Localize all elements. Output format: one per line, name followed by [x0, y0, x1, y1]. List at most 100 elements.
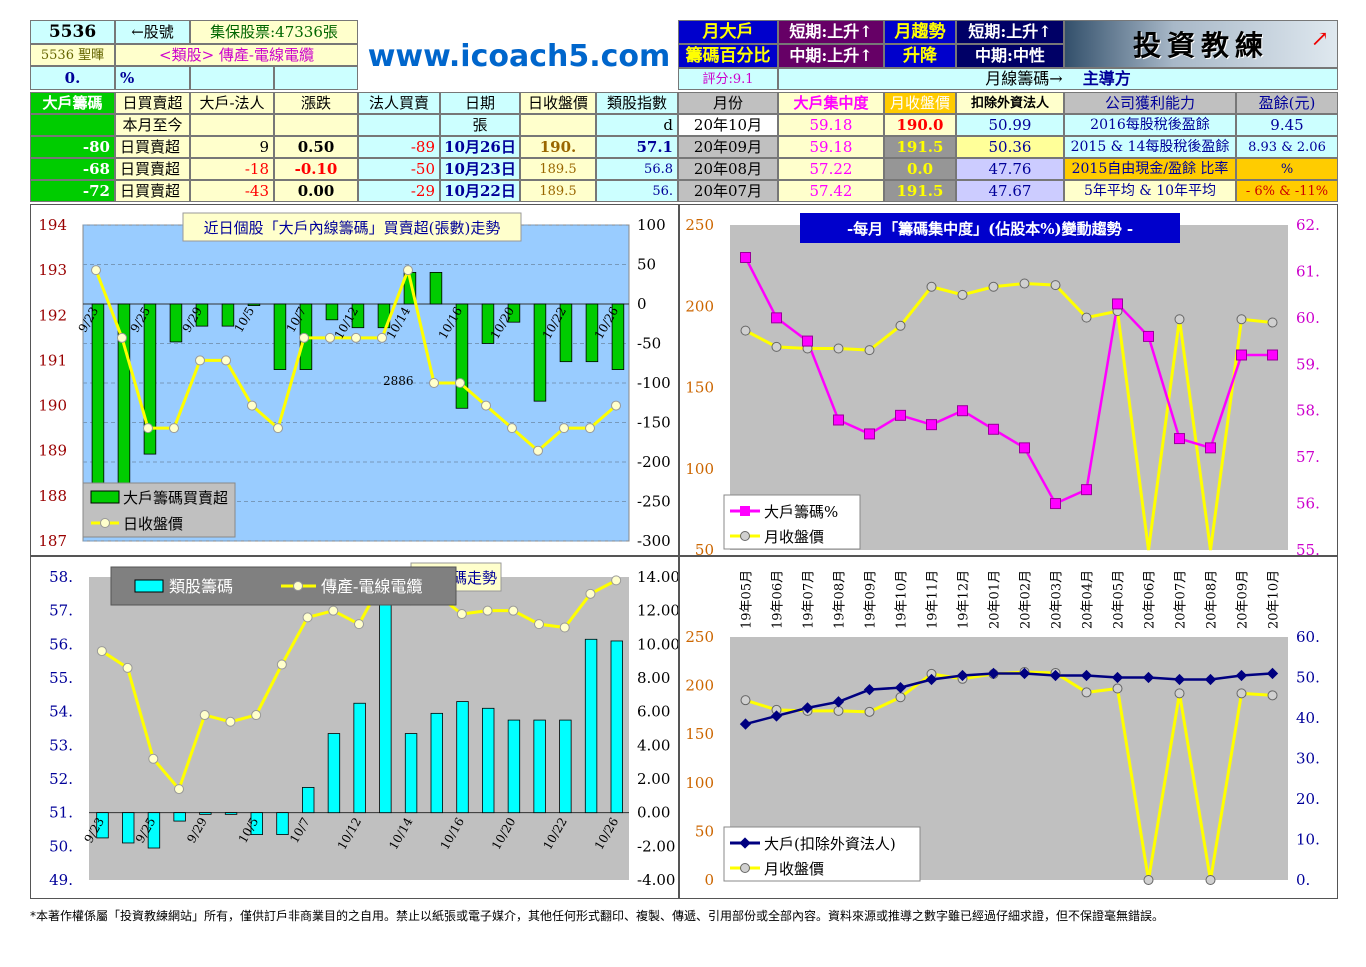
legend: 大戶籌碼% 月收盤價	[723, 494, 861, 550]
concentration-point	[864, 428, 875, 440]
sector-index-point	[585, 588, 596, 599]
table-cell: -72	[30, 180, 115, 202]
legend: 類股籌碼 傳產-電線電纜	[110, 566, 457, 606]
left-tick-label: 250	[685, 628, 714, 646]
left-tick-label: 191	[38, 351, 67, 369]
sector-index-point	[225, 716, 236, 727]
table-cell: 56.8	[596, 158, 678, 180]
holder-point	[1080, 669, 1093, 682]
subheader-cell	[190, 114, 274, 136]
table-cell: 190.0	[884, 114, 956, 136]
col-header: 大戶集中度	[778, 92, 884, 114]
left-tick-label: 150	[685, 379, 714, 397]
table-cell: 10月22日	[440, 180, 520, 202]
close-price-point	[926, 281, 937, 292]
bar	[507, 303, 521, 323]
close-price-point	[833, 705, 844, 716]
close-price-point	[833, 343, 844, 354]
legend-box	[82, 482, 236, 538]
left-tick-label: 193	[38, 261, 67, 279]
close-price-point	[895, 320, 906, 331]
bar	[91, 303, 105, 495]
bar	[482, 707, 495, 814]
right-tick-label: 0	[637, 295, 647, 313]
subheader-cell: d	[596, 114, 678, 136]
x-tick-label: 20年01月	[988, 570, 1003, 629]
shares-label: 集保股票:47336張	[190, 20, 358, 44]
subheader-cell	[520, 114, 596, 136]
left-tick-label: 51.	[49, 804, 73, 822]
bar	[221, 303, 235, 327]
monthly-concentration-chart: 250 200 150 100 50 62. 61. 60. 59. 58. 57. 56. 55. -每…	[685, 213, 1320, 559]
x-tick-label: 19年06月	[771, 570, 786, 629]
chart-panel-2: 250 200 150 100 50 62. 61. 60. 59. 58. 57. 56. 55. -每…	[679, 204, 1338, 559]
close-price-point	[169, 423, 179, 434]
close-price-point	[507, 423, 517, 434]
close-price-point	[1112, 683, 1123, 694]
bar	[250, 812, 263, 835]
month-trend-label: 月趨勢	[884, 20, 956, 44]
table-cell: 47.67	[956, 180, 1064, 202]
right-tick-label: 40.	[1296, 709, 1320, 727]
table-cell: 日買賣超	[115, 158, 190, 180]
right-tick-label: 56.	[1296, 495, 1320, 513]
zero-value: 0.	[30, 66, 115, 90]
right-tick-label: -250	[637, 493, 671, 511]
score-label: 評分:9.1	[678, 68, 778, 90]
table-cell: 57.22	[778, 158, 884, 180]
concentration-point	[1174, 433, 1185, 445]
right-tick-label: 4.00	[637, 736, 670, 754]
table-cell: 日買賣超	[115, 136, 190, 158]
sector-chip-chart: 58. 57. 56. 55. 54. 53. 52. 51. 50. 49. 14.00 12.00…	[49, 562, 680, 889]
short-trend-2: 短期:上升↑	[956, 20, 1064, 44]
left-tick-label: 190	[38, 397, 67, 415]
sector-index-point	[122, 662, 133, 673]
bar	[533, 719, 546, 814]
holder-point	[770, 710, 783, 722]
x-tick-label: 20年06月	[1143, 570, 1158, 629]
bar	[584, 638, 598, 814]
sector-index-point	[611, 575, 622, 586]
x-tick-label: 19年05月	[740, 570, 755, 629]
legend-label: 月收盤價	[764, 528, 824, 546]
x-tick-label: 20年04月	[1081, 570, 1096, 629]
left-tick-label: 192	[38, 306, 67, 324]
table-cell: 189.5	[520, 158, 596, 180]
table-cell: -43	[190, 180, 274, 202]
chart-title: -每月「籌碼集中度」(佔股本%)變動趨勢 -	[800, 213, 1180, 243]
left-tick-label: 200	[685, 677, 714, 695]
legend-label: 傳產-電線電纜	[321, 577, 422, 596]
concentration-point	[988, 423, 999, 435]
legend-marker	[293, 581, 303, 591]
bar	[169, 303, 183, 343]
right-tick-label: -300	[637, 532, 671, 550]
left-tick-label: 189	[38, 442, 67, 460]
website-link[interactable]: www.icoach5.com	[367, 38, 671, 74]
table-cell: 5年平均 & 10年平均	[1064, 180, 1236, 202]
legend-swatch	[134, 579, 164, 593]
table-cell: -0.10	[274, 158, 358, 180]
table-cell: 10月23日	[440, 158, 520, 180]
x-tick-label: 20年02月	[1019, 570, 1034, 629]
left-tick-label: 100	[685, 774, 714, 792]
left-tick-label: 58.	[49, 568, 73, 586]
bar	[507, 719, 521, 814]
table-cell: 2015自由現金/盈餘 比率	[1064, 158, 1236, 180]
table-cell: %	[1236, 158, 1338, 180]
bar	[247, 303, 261, 306]
dominant-label: 主導方	[1082, 69, 1131, 88]
right-tick-label: 58.	[1296, 402, 1320, 420]
col-header: 類股指數	[596, 92, 678, 114]
bar	[96, 812, 109, 839]
bar	[276, 812, 289, 835]
right-tick-label: 62.	[1296, 216, 1320, 234]
legend: 大戶(扣除外資法人) 月收盤價	[723, 826, 921, 882]
bar	[199, 812, 212, 815]
col-header: 大戶-法人	[190, 92, 274, 114]
holder-point	[1049, 669, 1062, 682]
x-tick-label: 20年10月	[1267, 570, 1282, 629]
holder-point	[1142, 671, 1155, 684]
legend-label: 大戶(扣除外資法人)	[764, 835, 896, 853]
right-tick-label: 0.00	[637, 804, 670, 822]
